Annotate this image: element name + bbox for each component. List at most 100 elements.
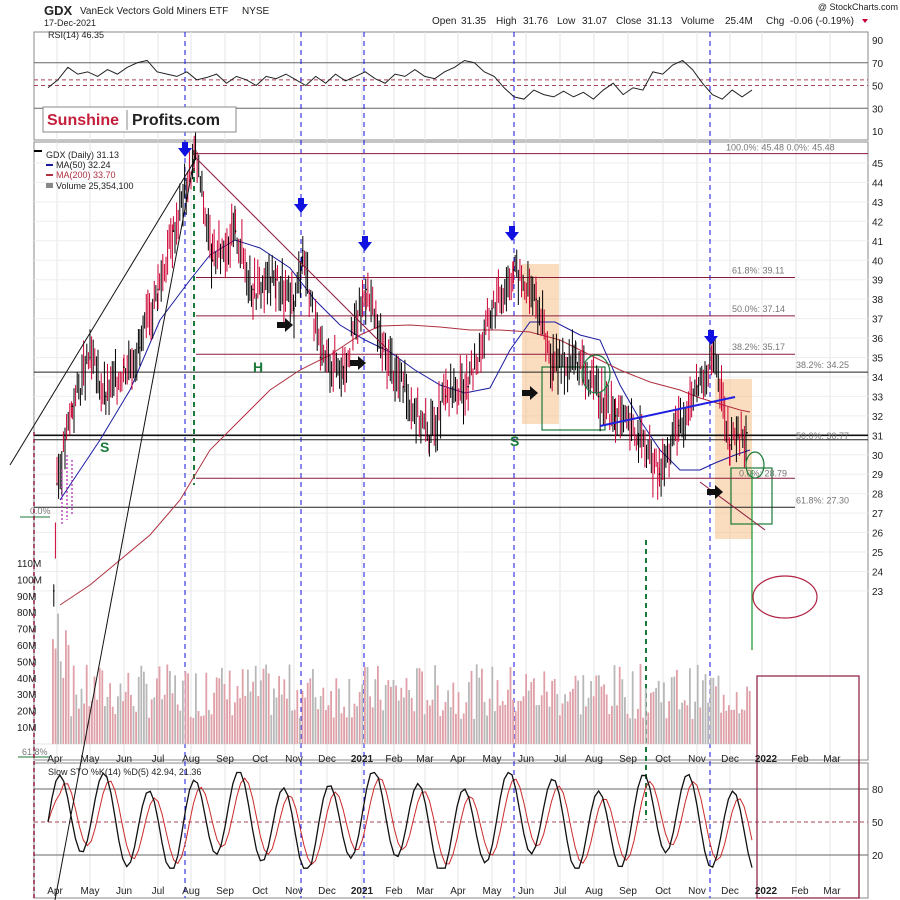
legend-volume-swatch [46, 183, 53, 188]
green-circle [581, 354, 611, 394]
volume-bar [431, 699, 434, 744]
volume-bar [533, 678, 535, 744]
copyright: @ StockCharts.com [818, 2, 898, 12]
volume-bar [556, 694, 559, 744]
security-name: VanEck Vectors Gold Miners ETF [80, 6, 228, 17]
volume-bar [465, 702, 468, 744]
annotations: S H S [9, 142, 860, 900]
volume-bar [434, 665, 436, 744]
volume-bar [678, 709, 681, 744]
volume-bar [93, 676, 96, 744]
rsi-tick: 90 [872, 36, 884, 47]
volume-bar [72, 665, 75, 744]
volume-bar [637, 708, 639, 744]
volume-bar [252, 681, 254, 744]
fib-label-f500a: 50.0%: 37.14 [732, 304, 785, 314]
volume-bar [247, 669, 249, 744]
price-tick: 42 [872, 217, 884, 228]
legend-ma50: MA(50) 32.24 [56, 160, 111, 170]
volume-bar [200, 716, 202, 744]
price-point [53, 590, 55, 592]
volume-bar [631, 671, 634, 744]
price-tick: 43 [872, 198, 884, 209]
fib-label-f382b: 38.2%: 34.25 [796, 360, 849, 370]
volume-bar [239, 698, 241, 744]
rsi-line [47, 59, 753, 100]
x-label: 2021 [351, 886, 374, 897]
volume-bar [514, 711, 517, 744]
volume-bar [530, 682, 533, 744]
down-arrow-icon [178, 142, 192, 157]
x-label: Dec [318, 754, 336, 765]
volume-bar [249, 691, 252, 744]
volume-bar [410, 697, 413, 744]
volume-bar [306, 682, 309, 744]
down-arrow-icon [358, 236, 372, 251]
right-arrow-icon [707, 485, 723, 499]
volume-bar [182, 680, 184, 744]
sto-tick: 20 [872, 851, 884, 862]
volume-bar [468, 682, 470, 744]
volume-bar [371, 707, 374, 744]
volume-bar [676, 669, 678, 744]
volume-bar [478, 677, 481, 744]
volume-bar [512, 699, 514, 744]
x-label: Nov [688, 754, 706, 765]
volume-bar [509, 667, 512, 744]
volume-bar [208, 709, 210, 744]
volume-bar [608, 714, 611, 744]
chart-date: 17-Dec-2021 [44, 18, 96, 28]
x-label: Oct [655, 754, 671, 765]
volume-bar [122, 701, 124, 744]
volume-bar [652, 691, 655, 744]
volume-bar [559, 715, 561, 744]
x-label: Dec [721, 754, 739, 765]
volume-bar [88, 706, 91, 744]
trend-line [599, 396, 736, 427]
x-label: Sep [619, 886, 637, 897]
volume-bar [80, 688, 83, 744]
volume-bar [673, 676, 676, 744]
price-tick: 38 [872, 295, 884, 306]
volume-bar [327, 705, 330, 744]
volume-bar [273, 688, 275, 744]
chg-down-icon [862, 19, 868, 23]
price-point [637, 434, 640, 437]
x-label: Oct [252, 754, 268, 765]
volume-bar [413, 711, 416, 744]
price-point [139, 346, 141, 349]
volume-bar [572, 688, 574, 744]
volume-bar [426, 700, 429, 744]
x-label: 2022 [755, 754, 778, 765]
volume-bar [345, 717, 348, 744]
x-label: Sep [216, 754, 234, 765]
fib-label-f618b: 61.8%: 27.30 [796, 495, 849, 505]
volume-bar [618, 666, 621, 744]
volume-bar [280, 694, 283, 744]
volume-bar [455, 713, 457, 744]
x-label: 2021 [351, 754, 374, 765]
volume-bar [702, 680, 704, 744]
volume-bar [691, 718, 694, 744]
volume-bar [319, 696, 322, 744]
price-point [211, 259, 214, 262]
price-point [575, 356, 577, 359]
volume-bar [577, 680, 579, 744]
volume-bar [241, 669, 244, 744]
x-label: Feb [791, 754, 809, 765]
price-point [252, 288, 254, 291]
sto-panel [47, 771, 753, 869]
volume-bar [738, 713, 741, 744]
volume-bar [650, 692, 652, 744]
right-arrow-icon [350, 356, 366, 370]
volume-bar [202, 715, 205, 744]
price-point [89, 356, 91, 359]
volume-bar [644, 687, 647, 744]
x-label: Jul [554, 754, 567, 765]
volume-bar [221, 667, 223, 744]
volume-bar [660, 702, 663, 744]
price-tick: 41 [872, 237, 884, 248]
ma200-line [59, 324, 751, 606]
volume-bar [392, 680, 395, 744]
